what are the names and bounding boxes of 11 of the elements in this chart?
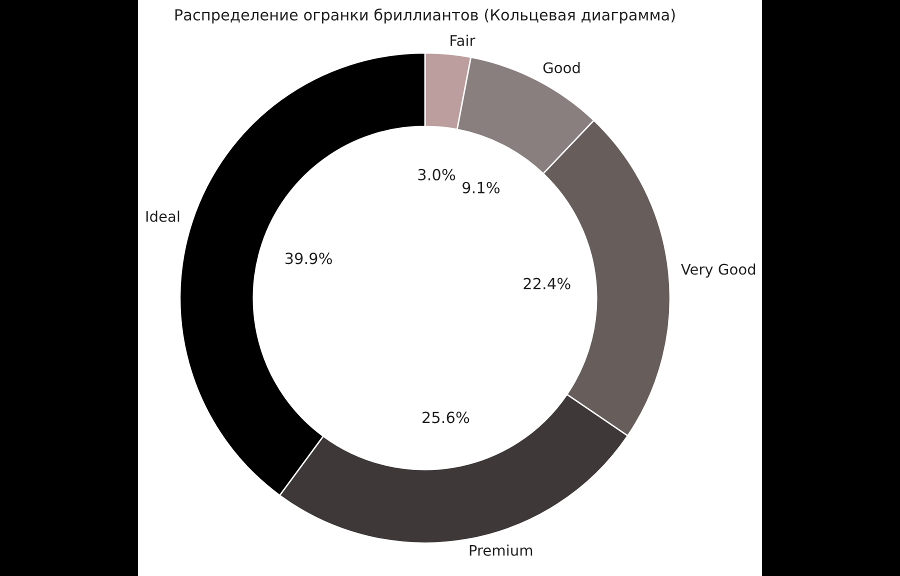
slice-label: Ideal bbox=[146, 210, 180, 222]
slice-label: Fair bbox=[450, 34, 476, 46]
data-label: 9.1% bbox=[462, 182, 500, 194]
data-label: 39.9% bbox=[285, 252, 332, 264]
data-label: 3.0% bbox=[418, 168, 456, 180]
slice-label: Good bbox=[543, 62, 580, 74]
chart-title: Распределение огранки бриллиантов (Кольцевая диаграмма) bbox=[175, 8, 675, 24]
data-label: 22.4% bbox=[524, 278, 570, 290]
data-label: 25.6% bbox=[422, 412, 470, 424]
slice-label: Very Good bbox=[681, 264, 756, 278]
slice-label: Premium bbox=[470, 544, 532, 556]
